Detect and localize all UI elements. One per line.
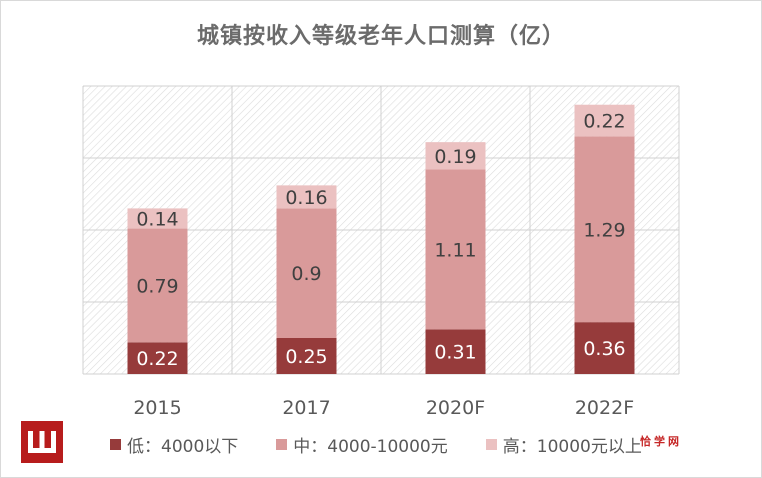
legend-swatch — [485, 439, 497, 450]
x-tick-label: 2020F — [426, 397, 485, 419]
bar-segment — [276, 208, 337, 338]
x-tick-label: 2015 — [133, 397, 181, 419]
chart-title: 城镇按收入等级老年人口测算（亿） — [196, 24, 565, 49]
bar-segment — [425, 142, 486, 170]
legend-item: 高：10000元以上 — [485, 432, 642, 457]
data-label: 0.16 — [285, 187, 327, 209]
legend-item: 中：4000-10000元 — [276, 432, 448, 457]
legend-swatch — [276, 439, 288, 450]
data-label: 0.22 — [583, 111, 625, 133]
bar-segment — [425, 329, 486, 374]
brand-watermark: 恰学网 — [640, 435, 682, 448]
legend-label: 中：4000-10000元 — [293, 437, 448, 457]
legend-label: 低：4000以下 — [127, 437, 239, 457]
bar-segment — [276, 338, 337, 374]
bar-segment — [276, 185, 337, 209]
chart-legend: 低：4000以下 中：4000-10000元 高：10000元以上 — [110, 432, 642, 457]
data-label: 1.29 — [583, 219, 625, 241]
bar-segment — [127, 208, 188, 229]
bar-segment — [127, 228, 188, 343]
legend-item: 低：4000以下 — [110, 432, 238, 457]
data-label: 0.31 — [434, 342, 476, 364]
data-label: 0.36 — [583, 338, 625, 360]
data-label: 0.22 — [136, 348, 178, 370]
bar-segment — [127, 342, 188, 374]
data-label: 0.25 — [285, 346, 327, 368]
x-tick-label: 2022F — [575, 397, 634, 419]
bar-segment — [574, 136, 635, 323]
bar-segment — [574, 322, 635, 374]
data-label: 0.79 — [136, 275, 178, 297]
data-label: 1.11 — [434, 239, 476, 261]
data-label: 0.9 — [291, 263, 321, 285]
legend-swatch — [110, 439, 121, 450]
data-label: 0.14 — [136, 208, 178, 230]
x-tick-label: 2017 — [282, 397, 330, 419]
bar-segment — [425, 169, 486, 330]
bar-segment — [574, 104, 635, 137]
legend-label: 高：10000元以上 — [502, 437, 642, 457]
logo-icon — [21, 421, 63, 463]
data-label: 0.19 — [434, 146, 476, 168]
